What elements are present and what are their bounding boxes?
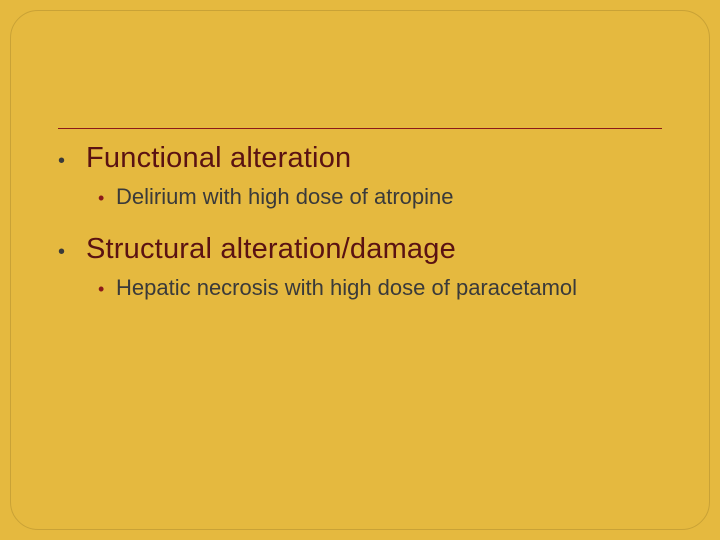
slide-content: • Functional alteration • Delirium with … [58, 142, 662, 324]
sub-bullet-icon: • [98, 187, 116, 210]
list-heading: Structural alteration/damage [86, 233, 456, 266]
sub-bullet-icon: • [98, 278, 116, 301]
list-item: • Functional alteration [58, 142, 662, 175]
bullet-icon: • [58, 143, 86, 171]
bullet-icon: • [58, 234, 86, 262]
list-item: • Structural alteration/damage [58, 233, 662, 266]
sub-list-item: • Delirium with high dose of atropine [98, 183, 662, 211]
sub-list-text: Hepatic necrosis with high dose of parac… [116, 274, 577, 302]
list-heading: Functional alteration [86, 142, 351, 175]
sub-list-item: • Hepatic necrosis with high dose of par… [98, 274, 662, 302]
title-divider [58, 128, 662, 129]
sub-list-text: Delirium with high dose of atropine [116, 183, 454, 211]
